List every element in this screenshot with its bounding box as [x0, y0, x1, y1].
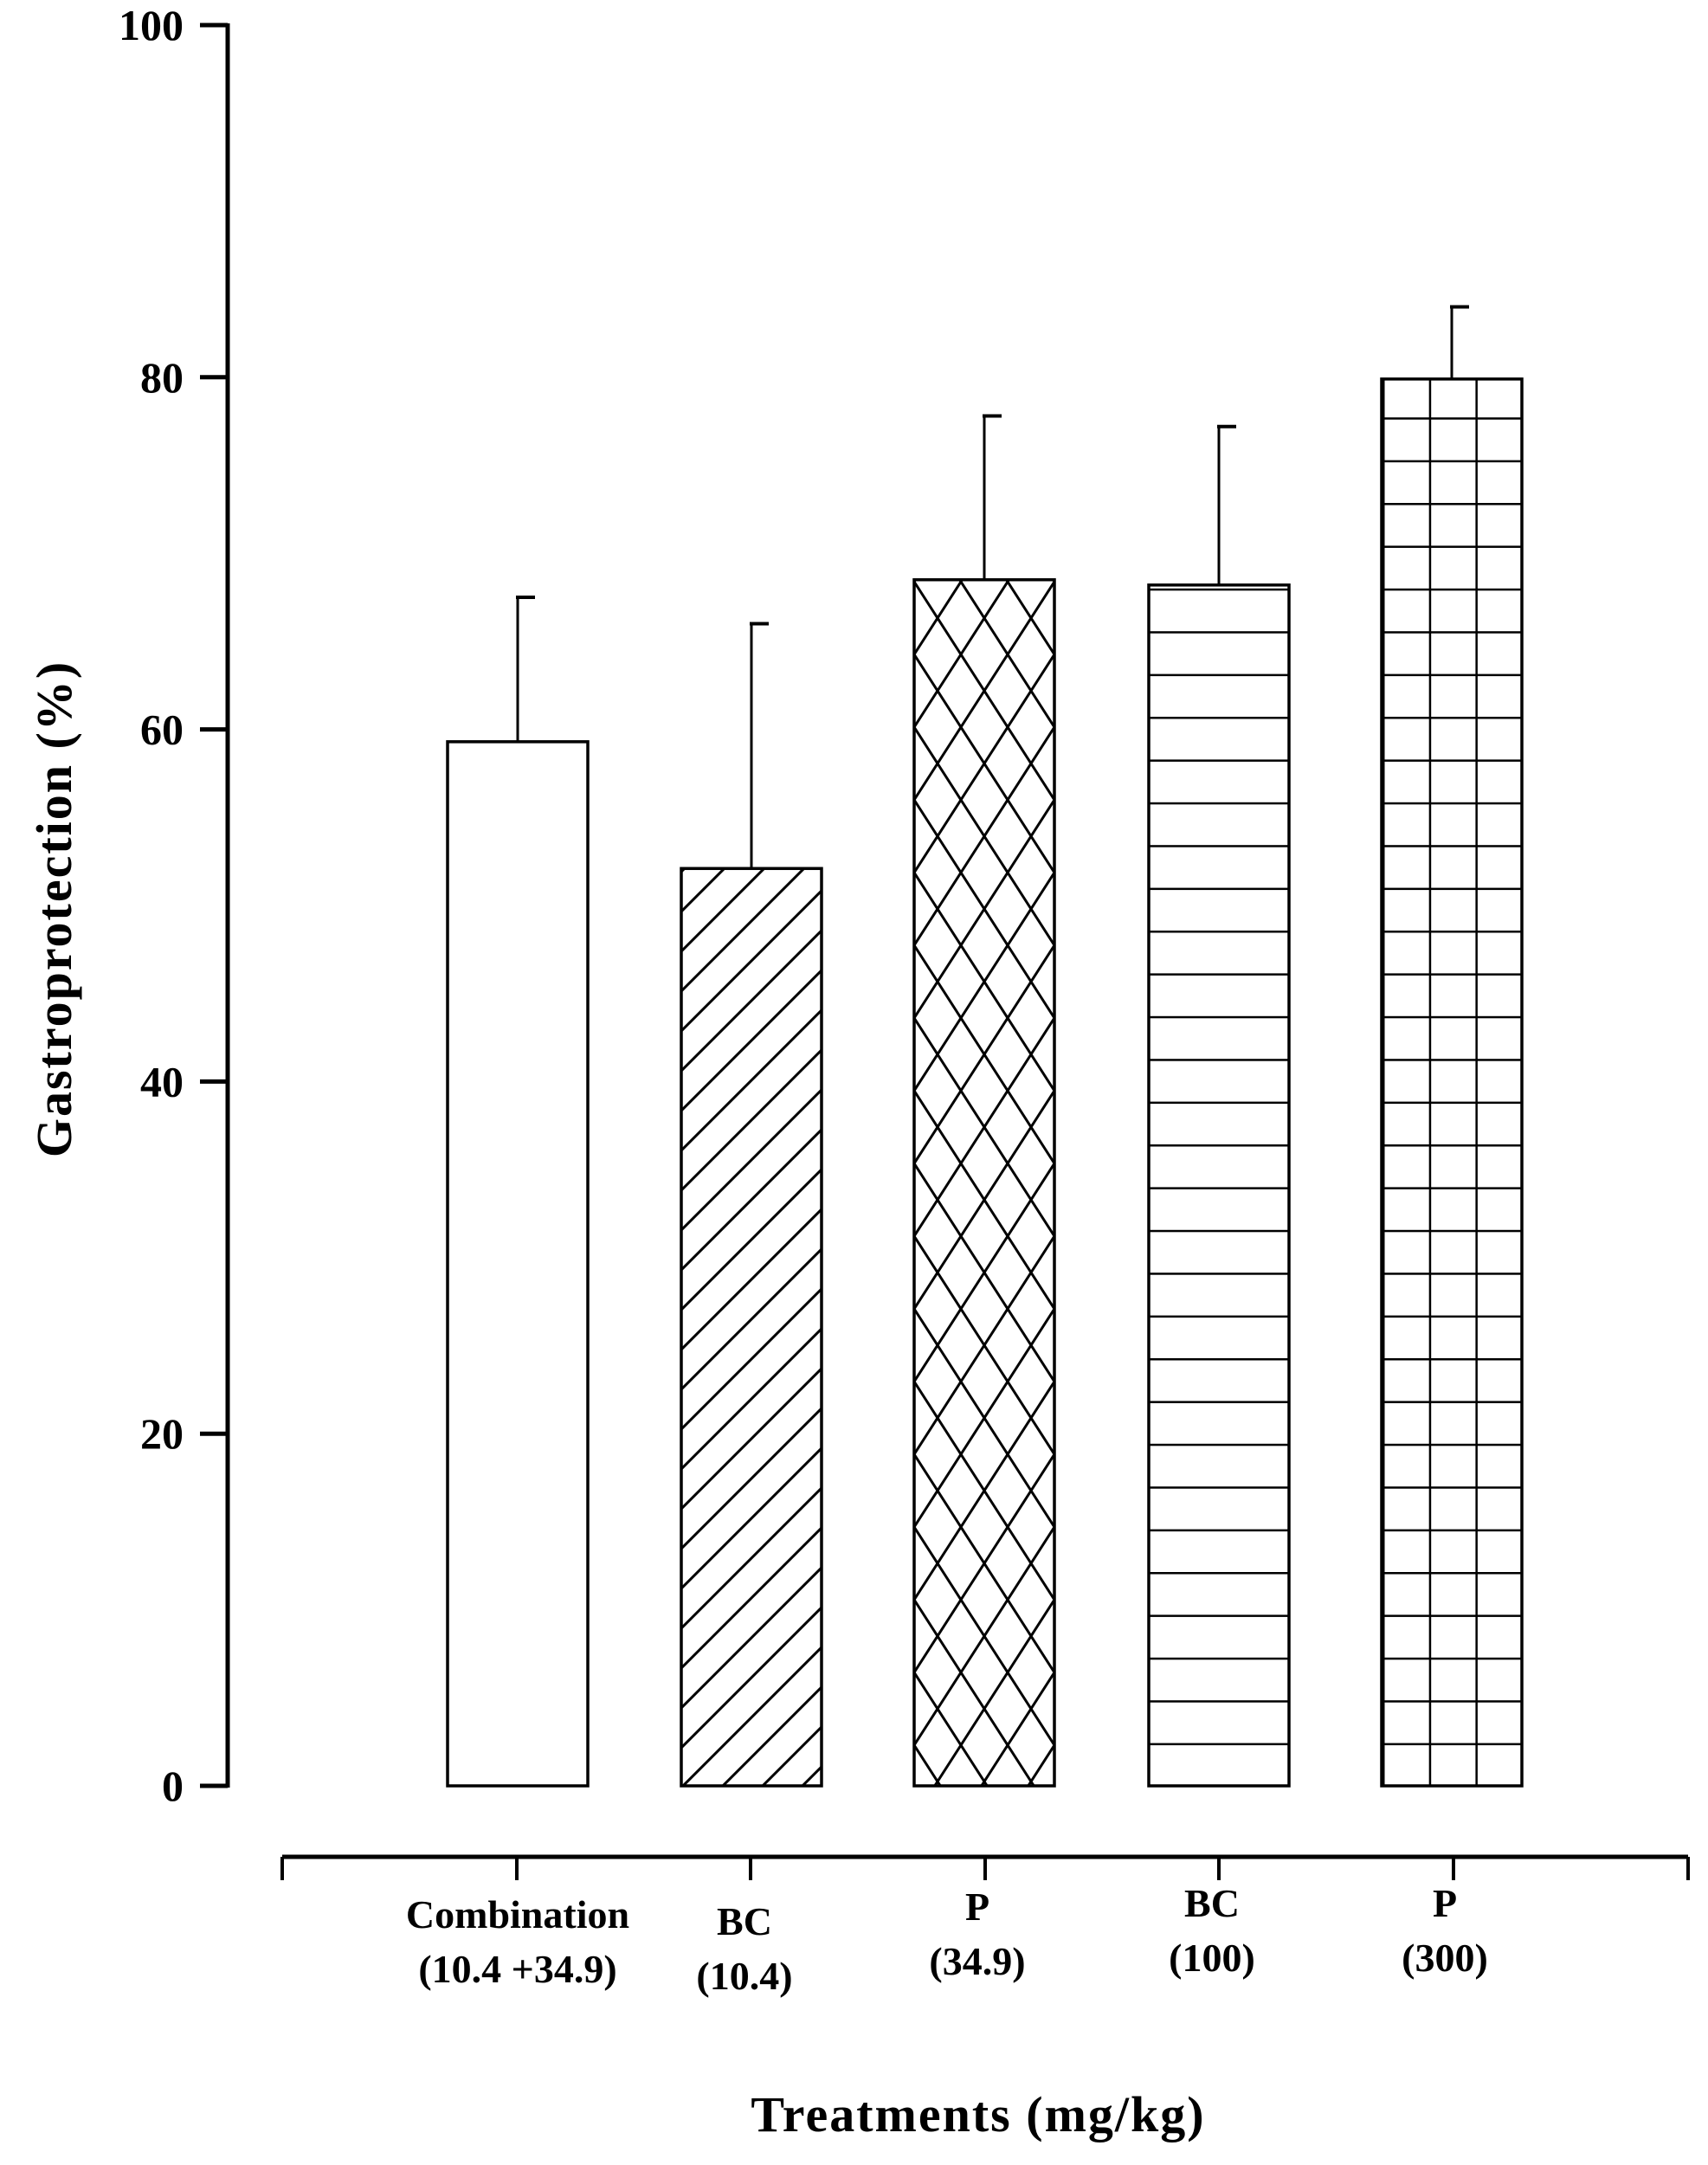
- y-tick-label: 0: [162, 1762, 184, 1810]
- y-tick-label: 60: [140, 706, 184, 754]
- y-tick-label: 40: [140, 1057, 184, 1105]
- bar: [912, 577, 1056, 1788]
- bar: [680, 867, 823, 1788]
- x-category-label: P: [1433, 1881, 1457, 1925]
- bar-group: [1380, 305, 1524, 1788]
- x-category-label: (34.9): [929, 1939, 1025, 1983]
- y-axis-ticks: 0 20 40 60 80 100: [119, 1, 228, 1810]
- x-axis-ticks: Combination (10.4 +34.9) BC (10.4) P (34.9) BC…: [280, 1857, 1690, 1998]
- bar: [1380, 377, 1524, 1788]
- y-tick-label: 20: [140, 1409, 184, 1458]
- x-category-label: BC: [717, 1899, 772, 1943]
- x-category-label: (100): [1169, 1936, 1255, 1980]
- bar-group: [1147, 424, 1291, 1788]
- y-axis-title: Gastroprotection (%): [26, 660, 82, 1157]
- x-category-label: BC: [1184, 1881, 1240, 1925]
- bar: [1147, 583, 1291, 1788]
- x-category-label: (300): [1402, 1936, 1488, 1980]
- bar: [446, 740, 590, 1788]
- bar-group: [912, 414, 1056, 1788]
- bar-group: [446, 596, 590, 1788]
- y-tick-label: 80: [140, 353, 184, 402]
- x-category-label: (10.4 +34.9): [418, 1947, 616, 1991]
- x-category-label: P: [965, 1885, 989, 1929]
- x-category-label: Combination: [406, 1892, 629, 1936]
- y-tick-label: 100: [119, 1, 184, 49]
- bar-group: [680, 622, 823, 1788]
- x-axis-title: Treatments (mg/kg): [751, 2086, 1205, 2142]
- x-category-label: (10.4): [696, 1954, 792, 1998]
- bars: [446, 305, 1524, 1788]
